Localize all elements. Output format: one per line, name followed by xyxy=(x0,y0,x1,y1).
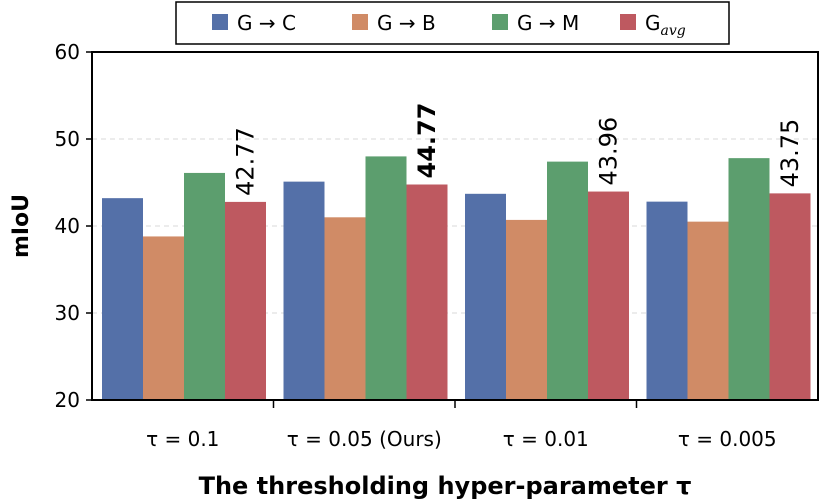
bar xyxy=(406,184,448,400)
legend-swatch xyxy=(620,14,636,30)
bar xyxy=(365,156,407,400)
y-tick-label: 40 xyxy=(55,214,80,238)
legend-label: Gavg xyxy=(645,11,686,39)
legend-label: G → C xyxy=(237,11,296,35)
legend-swatch xyxy=(352,14,368,30)
legend-label-subscript: avg xyxy=(661,23,686,39)
legend-label-base: G xyxy=(645,11,661,35)
bar xyxy=(646,201,688,400)
bar xyxy=(728,158,770,400)
data-label: 42.77 xyxy=(232,127,260,196)
data-label: 44.77 xyxy=(413,103,441,179)
bars xyxy=(102,156,811,400)
x-tick-label: τ = 0.1 xyxy=(146,427,219,451)
bar xyxy=(283,181,325,400)
bar xyxy=(588,191,629,400)
data-label: 43.96 xyxy=(595,117,623,186)
y-axis-title: mIoU xyxy=(9,194,34,258)
data-label: 43.75 xyxy=(776,119,804,188)
legend-box xyxy=(175,1,730,45)
legend-label: G → B xyxy=(377,11,436,35)
bar xyxy=(143,236,184,400)
x-tick-label: τ = 0.01 xyxy=(503,427,589,451)
bar xyxy=(465,193,506,400)
legend-label: G → M xyxy=(517,11,579,35)
y-tick-label: 60 xyxy=(55,40,80,64)
y-tick-label: 20 xyxy=(55,388,80,412)
bar xyxy=(506,219,547,400)
axes: 20 30 40 50 60 xyxy=(55,40,819,412)
bar xyxy=(769,193,811,400)
bar xyxy=(687,221,729,400)
legend-swatch xyxy=(492,14,508,30)
bar xyxy=(102,198,143,400)
labels: 42.77 44.77 43.96 43.75 τ = 0.1 τ = 0.05 (Our… xyxy=(9,103,804,500)
x-tick-label: τ = 0.005 xyxy=(678,427,777,451)
legend: G → C G → B G → M Gavg xyxy=(175,1,730,45)
y-tick-label: 30 xyxy=(55,301,80,325)
bar xyxy=(225,201,266,400)
bar xyxy=(324,217,366,400)
bar xyxy=(547,161,588,400)
y-tick-label: 50 xyxy=(55,127,80,151)
legend-swatch xyxy=(212,14,228,30)
x-tick-label: τ = 0.05 (Ours) xyxy=(287,427,442,451)
bar xyxy=(184,172,225,400)
x-axis-title: The thresholding hyper-parameter τ xyxy=(199,472,692,500)
